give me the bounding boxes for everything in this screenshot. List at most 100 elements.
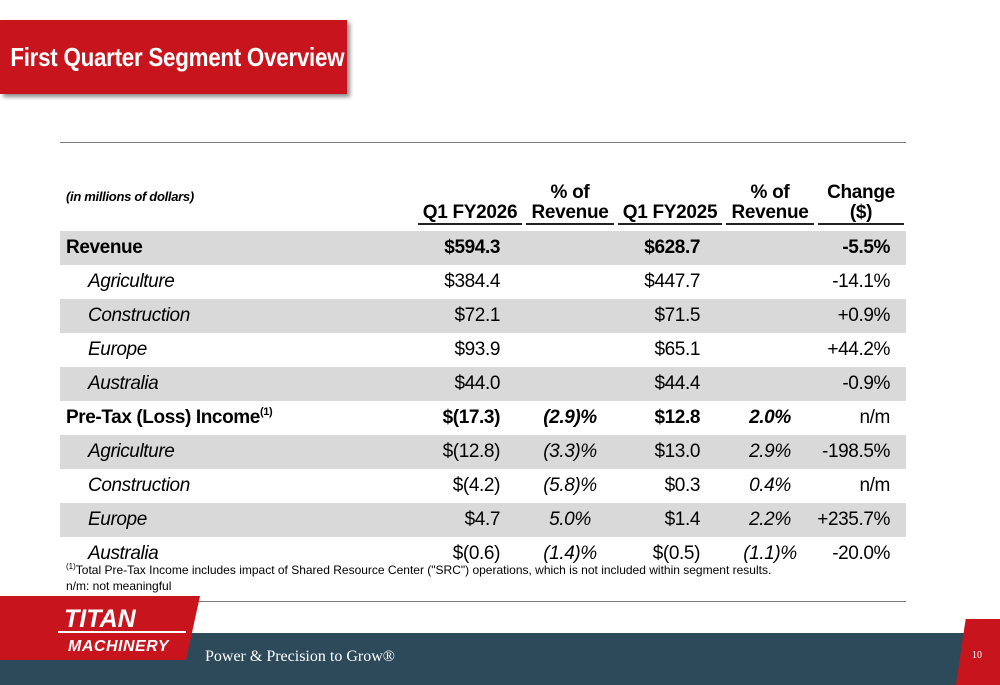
- footnote-src-text: Total Pre-Tax Income includes impact of …: [75, 563, 772, 577]
- cell-q1-fy2026: $(17.3): [442, 407, 501, 428]
- table-top-rule: [60, 142, 906, 143]
- cell-change: -14.1%: [832, 271, 890, 292]
- cell-pct-2025: (1.1)%: [743, 543, 797, 564]
- table-row-revenue: Revenue $594.3 $628.7 -5.5%: [60, 231, 906, 265]
- table-row: Agriculture $384.4 $447.7 -14.1%: [60, 265, 906, 299]
- row-label: Australia: [60, 367, 416, 401]
- footnote: (1)Total Pre-Tax Income includes impact …: [66, 562, 771, 594]
- cell-q1-fy2025: $13.0: [616, 435, 724, 469]
- header-change: Change ($): [816, 147, 906, 231]
- cell-pct-2026: [524, 333, 616, 367]
- table-row: Construction $(4.2) (5.8)% $0.3 0.4% n/m: [60, 469, 906, 503]
- cell-q1-fy2025: $0.3: [664, 475, 701, 496]
- cell-pct-2025: 0.4%: [749, 475, 791, 496]
- segment-table: (in millions of dollars) Q1 FY2026 % of R…: [60, 147, 906, 571]
- cell-pct-2025: 2.0%: [749, 407, 791, 428]
- cell-pct-2026: [524, 299, 616, 333]
- cell-change: +0.9%: [816, 299, 906, 333]
- header-q1-fy2025-label: Q1 FY2025: [622, 202, 718, 223]
- cell-pct-2026: (3.3)%: [524, 435, 616, 469]
- table-row: Agriculture $(12.8) (3.3)% $13.0 2.9% -1…: [60, 435, 906, 469]
- cell-pct-2025: [724, 265, 816, 299]
- row-label: Construction: [88, 475, 190, 496]
- cell-change: -5.5%: [816, 231, 906, 265]
- footnote-src: (1)Total Pre-Tax Income includes impact …: [66, 562, 771, 578]
- cell-change: n/m: [859, 407, 891, 428]
- cell-change: -20.0%: [832, 543, 890, 564]
- table-bottom-rule: [60, 601, 906, 602]
- cell-change: -0.9%: [816, 367, 906, 401]
- cell-q1-fy2026: $44.0: [416, 367, 524, 401]
- header-pct-line1: % of: [750, 182, 790, 203]
- cell-q1-fy2026: $93.9: [454, 339, 500, 360]
- header-pct-line2: Revenue: [731, 202, 809, 223]
- cell-q1-fy2026: $(4.2): [452, 475, 501, 496]
- cell-pct-2026: [524, 231, 616, 265]
- cell-q1-fy2025: $1.4: [616, 503, 724, 537]
- cell-pct-2025: [724, 333, 816, 367]
- row-label: Agriculture: [60, 435, 416, 469]
- cell-q1-fy2026: $(0.6): [452, 543, 501, 564]
- cell-q1-fy2025: $447.7: [644, 271, 700, 292]
- row-label: Construction: [60, 299, 416, 333]
- cell-pct-2025: [724, 299, 816, 333]
- footnote-marker: (1): [259, 406, 273, 418]
- row-label: Agriculture: [88, 271, 175, 292]
- cell-pct-2025: 2.2%: [724, 503, 816, 537]
- row-label: Europe: [88, 339, 147, 360]
- header-pct-revenue-2025: % of Revenue: [724, 147, 816, 231]
- cell-pct-2025: 2.9%: [724, 435, 816, 469]
- cell-change: +235.7%: [816, 503, 906, 537]
- tagline: Power & Precision to Grow®: [205, 648, 395, 665]
- cell-pct-2026: [524, 265, 616, 299]
- logo-word-machinery: MACHINERY: [68, 638, 170, 655]
- cell-q1-fy2025: $12.8: [654, 407, 700, 428]
- footnote-src-marker: (1): [66, 562, 76, 571]
- titan-machinery-logo: TITAN MACHINERY: [0, 596, 200, 660]
- table-row: Europe $4.7 5.0% $1.4 2.2% +235.7%: [60, 503, 906, 537]
- cell-pct-2026: (5.8)%: [543, 475, 597, 496]
- cell-pct-2026: [524, 367, 616, 401]
- row-label: Revenue: [60, 231, 416, 265]
- logo-divider: [58, 631, 186, 633]
- cell-q1-fy2025: $44.4: [616, 367, 724, 401]
- row-label: Pre-Tax (Loss) Income(1): [60, 401, 416, 435]
- cell-change: -198.5%: [816, 435, 906, 469]
- header-pct-line1: % of: [550, 182, 590, 203]
- cell-change: n/m: [859, 475, 891, 496]
- cell-change: +44.2%: [827, 339, 890, 360]
- header-pct-revenue-2026: % of Revenue: [524, 147, 616, 231]
- units-note: (in millions of dollars): [66, 189, 194, 204]
- cell-pct-2026: 5.0%: [524, 503, 616, 537]
- cell-q1-fy2026: $594.3: [416, 231, 524, 265]
- title-banner: First Quarter Segment Overview: [0, 20, 347, 94]
- cell-q1-fy2025: $71.5: [616, 299, 724, 333]
- table-row: Australia $(0.6) (1.4)% $(0.5) (1.1)% -2…: [60, 537, 906, 571]
- footnote-nm: n/m: not meaningful: [66, 579, 172, 593]
- cell-q1-fy2026: $4.7: [416, 503, 524, 537]
- header-change-line1: Change: [827, 182, 895, 203]
- cell-pct-2025: [724, 231, 816, 265]
- header-q1-fy2026-label: Q1 FY2026: [422, 202, 518, 223]
- row-label: Europe: [60, 503, 416, 537]
- table-row: Europe $93.9 $65.1 +44.2%: [60, 333, 906, 367]
- cell-q1-fy2026: $72.1: [416, 299, 524, 333]
- cell-q1-fy2025: $628.7: [616, 231, 724, 265]
- row-label-text: Pre-Tax (Loss) Income: [66, 407, 260, 428]
- cell-pct-2025: [724, 367, 816, 401]
- cell-q1-fy2026: $384.4: [444, 271, 500, 292]
- table-row: Australia $44.0 $44.4 -0.9%: [60, 367, 906, 401]
- logo-word-titan: TITAN: [64, 605, 137, 633]
- row-label: Australia: [88, 543, 159, 564]
- table-header-row: (in millions of dollars) Q1 FY2026 % of R…: [60, 147, 906, 231]
- header-q1-fy2026: Q1 FY2026: [416, 147, 524, 231]
- table-row-pretax-income: Pre-Tax (Loss) Income(1) $(17.3) (2.9)% …: [60, 401, 906, 435]
- cell-pct-2026: (2.9)%: [543, 407, 597, 428]
- logo-red-shape: [0, 596, 200, 660]
- header-q1-fy2025: Q1 FY2025: [616, 147, 724, 231]
- table-row: Construction $72.1 $71.5 +0.9%: [60, 299, 906, 333]
- page-number: 10: [972, 650, 982, 661]
- cell-q1-fy2025: $65.1: [654, 339, 700, 360]
- cell-q1-fy2026: $(12.8): [416, 435, 524, 469]
- header-change-line2: ($): [849, 202, 873, 223]
